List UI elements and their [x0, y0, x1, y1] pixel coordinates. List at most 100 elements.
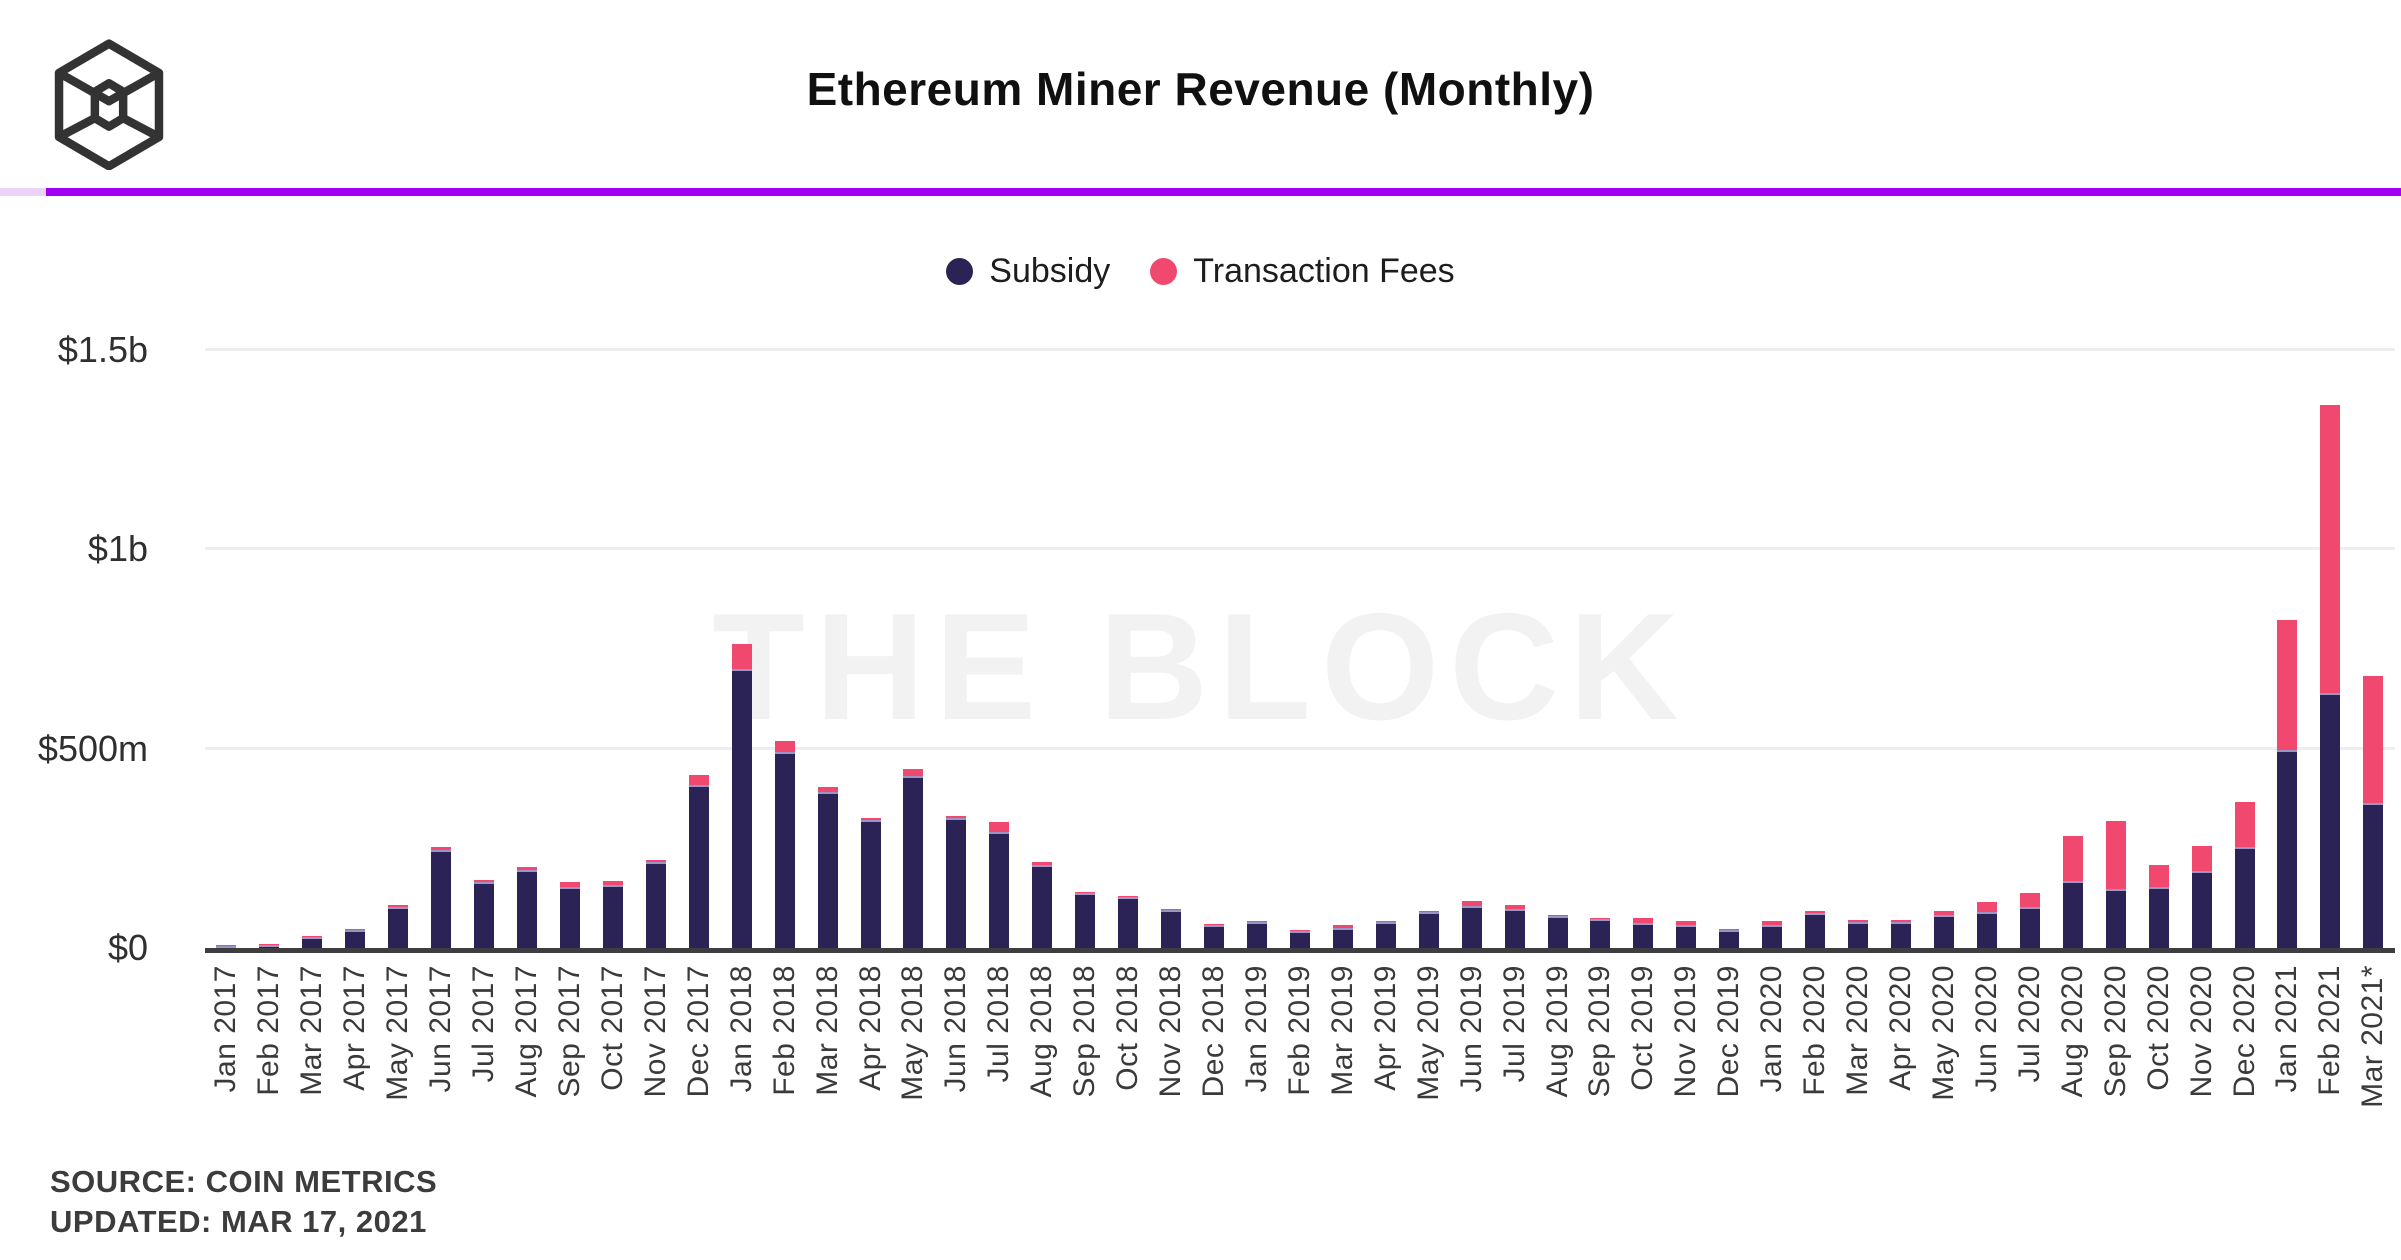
bar-fees-segment	[1289, 929, 1310, 931]
bar-fees-segment	[2062, 836, 2083, 882]
bar-stack	[216, 944, 237, 948]
bar-subsidy-segment	[1891, 921, 1912, 948]
x-axis-label: Oct 2019	[1626, 965, 1660, 1091]
bar-group: Jan 2020	[1751, 350, 1794, 1092]
bar-stack	[1161, 908, 1182, 948]
bar-group: Jan 2019	[1236, 350, 1279, 1092]
bar-group: Oct 2020	[2137, 350, 2180, 1091]
bar-fees-segment	[731, 643, 752, 669]
bar-stack	[1547, 914, 1568, 948]
bar-subsidy-segment	[345, 930, 366, 948]
bar-stack	[302, 935, 323, 948]
bar-subsidy-segment	[559, 886, 580, 948]
bar-fees-segment	[1418, 910, 1439, 913]
x-axis-label: Sep 2018	[1068, 965, 1102, 1098]
bar-subsidy-segment	[1204, 924, 1225, 948]
bar-fees-segment	[259, 944, 280, 946]
footer: SOURCE: COIN METRICS UPDATED: MAR 17, 20…	[50, 1162, 437, 1242]
bar-stack	[1976, 902, 1997, 948]
x-axis-label: Jun 2020	[1969, 965, 2003, 1093]
bar-stack	[1805, 911, 1826, 948]
bar-group: Nov 2018	[1150, 350, 1193, 1097]
bar-stack	[517, 866, 538, 948]
x-axis-label: Jul 2018	[982, 965, 1016, 1083]
watermark: THE BLOCK	[712, 582, 1689, 752]
bar-stack	[2019, 892, 2040, 948]
bar-group: Jan 2017	[205, 350, 248, 1092]
bar-fees-segment	[903, 768, 924, 776]
bar-stack	[1719, 929, 1740, 948]
bar-subsidy-segment	[1461, 905, 1482, 948]
bar-subsidy-segment	[2105, 889, 2126, 948]
divider-line	[0, 188, 2401, 196]
bar-subsidy-segment	[2363, 802, 2384, 948]
bar-fees-segment	[989, 822, 1010, 833]
bar-subsidy-segment	[1375, 921, 1396, 948]
x-axis-label: Mar 2021*	[2356, 965, 2390, 1108]
bar-group: May 2020	[1923, 350, 1966, 1101]
bar-subsidy-segment	[216, 945, 237, 948]
bar-stack	[431, 847, 452, 948]
bar-fees-segment	[1762, 920, 1783, 925]
bar-group: Jun 2017	[420, 350, 463, 1092]
bar-stack	[2105, 821, 2126, 948]
bar-group: Mar 2021*	[2352, 350, 2395, 1108]
x-axis-label: Jul 2019	[1497, 965, 1531, 1083]
bar-fees-segment	[1504, 904, 1525, 910]
bar-fees-segment	[345, 928, 366, 931]
bar-subsidy-segment	[1289, 930, 1310, 948]
x-axis-label: Feb 2017	[252, 965, 286, 1096]
x-axis-label: Nov 2020	[2184, 965, 2218, 1098]
x-axis-label: Mar 2019	[1325, 965, 1359, 1096]
bar-stack	[989, 822, 1010, 948]
bar-subsidy-segment	[1418, 912, 1439, 948]
legend-item-fees: Transaction Fees	[1150, 252, 1455, 291]
bar-fees-segment	[1933, 911, 1954, 916]
bar-stack	[2277, 619, 2298, 948]
bar-subsidy-segment	[259, 945, 280, 948]
x-axis-label: Jan 2017	[209, 965, 243, 1093]
bar-subsidy-segment	[2320, 692, 2341, 948]
bar-group: Feb 2018	[763, 350, 806, 1096]
bar-group: Mar 2019	[1321, 350, 1364, 1096]
bar-subsidy-segment	[946, 818, 967, 948]
x-axis-label: Oct 2020	[2141, 965, 2175, 1091]
bar-fees-segment	[1805, 911, 1826, 913]
x-axis-label: May 2018	[896, 965, 930, 1101]
bar-subsidy-segment	[602, 885, 623, 948]
bar-stack	[2148, 864, 2169, 948]
bar-subsidy-segment	[1118, 896, 1139, 948]
bar-group: Feb 2020	[1794, 350, 1837, 1096]
bar-fees-segment	[645, 859, 666, 863]
bar-group: Apr 2020	[1880, 350, 1923, 1091]
x-axis-label: Feb 2020	[1798, 965, 1832, 1096]
bar-stack	[1891, 920, 1912, 948]
x-axis-label: Jul 2017	[467, 965, 501, 1083]
bars-container: Jan 2017 Feb 2017 Mar 2017 Apr 2017 May 2017…	[205, 350, 2395, 1108]
bar-subsidy-segment	[1848, 921, 1869, 948]
bar-subsidy-segment	[2277, 749, 2298, 948]
bar-group: May 2018	[892, 350, 935, 1101]
bar-stack	[903, 768, 924, 948]
bar-subsidy-segment	[1547, 915, 1568, 948]
bar-fees-segment	[474, 879, 495, 883]
bar-stack	[1289, 929, 1310, 948]
y-tick-label: $500m	[37, 727, 148, 769]
bar-stack	[1848, 920, 1869, 948]
bar-group: Aug 2018	[1021, 350, 1064, 1097]
x-axis-label: May 2020	[1926, 965, 1960, 1101]
bar-subsidy-segment	[1933, 915, 1954, 948]
bar-stack	[1762, 920, 1783, 948]
bar-stack	[2191, 845, 2212, 948]
bar-fees-segment	[774, 740, 795, 752]
bar-fees-segment	[1032, 861, 1053, 866]
bar-subsidy-segment	[2148, 887, 2169, 948]
bar-subsidy-segment	[989, 832, 1010, 948]
bar-fees-segment	[517, 866, 538, 870]
x-axis-label: Aug 2018	[1025, 965, 1059, 1098]
x-axis-label: Nov 2019	[1669, 965, 1703, 1098]
bar-stack	[1676, 920, 1697, 948]
bar-fees-segment	[817, 787, 838, 792]
x-axis-label: Jan 2018	[724, 965, 758, 1093]
bar-stack	[259, 944, 280, 948]
